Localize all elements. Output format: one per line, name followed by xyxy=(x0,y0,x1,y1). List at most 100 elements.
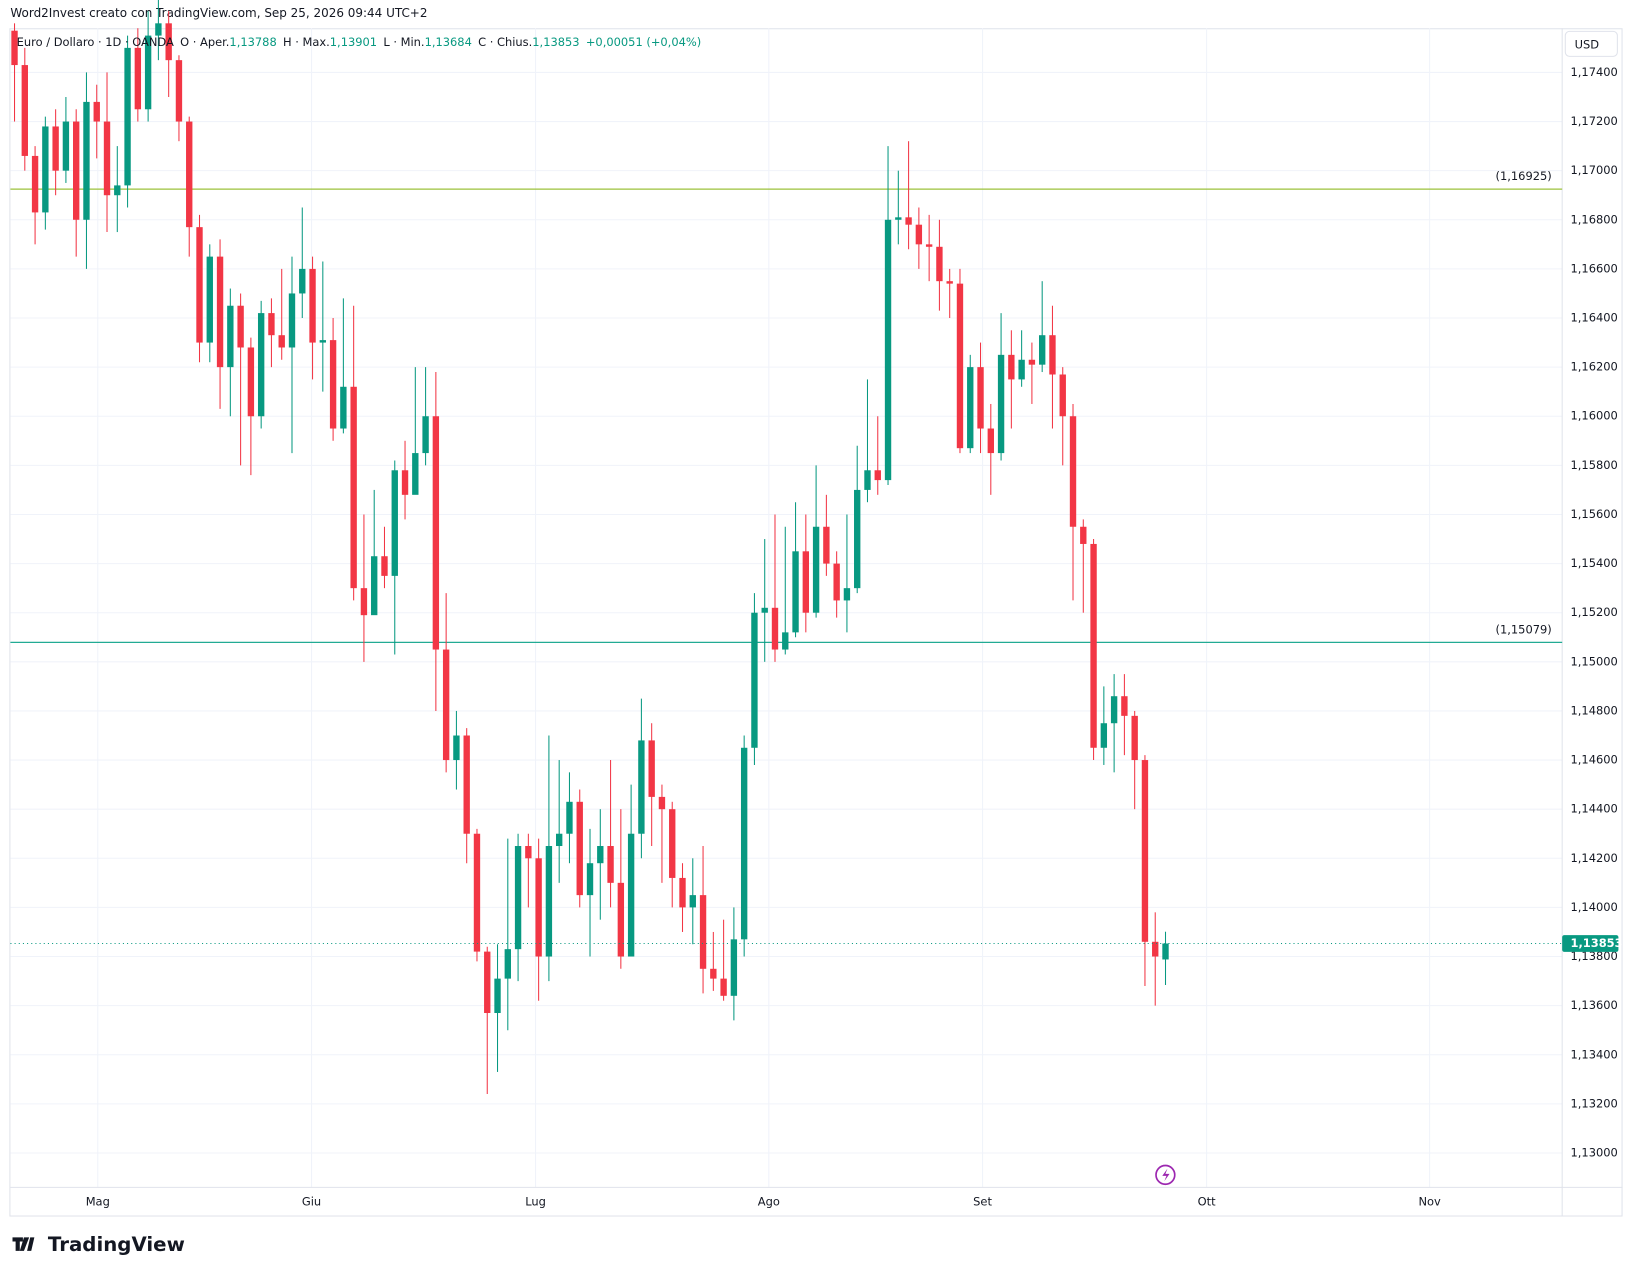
candle-body xyxy=(751,612,758,748)
candle-body xyxy=(21,65,28,156)
candle-body xyxy=(350,386,357,589)
candle-body xyxy=(442,649,450,761)
candle-body xyxy=(309,268,316,343)
legend-value: 1,13788 xyxy=(229,34,276,48)
candle-body xyxy=(669,809,676,878)
y-tick-label: 1,15800 xyxy=(1571,458,1618,472)
candle-body xyxy=(545,846,553,957)
event-icon[interactable] xyxy=(1155,1164,1176,1186)
candle-body xyxy=(319,340,327,343)
x-tick-label: Lug xyxy=(525,1194,546,1208)
y-tick-label: 1,16800 xyxy=(1571,212,1618,226)
candle-body xyxy=(453,735,460,761)
y-tick-label: 1,15600 xyxy=(1571,507,1618,521)
legend-label: L · Min. xyxy=(383,34,424,48)
candle-body xyxy=(504,949,511,979)
y-tick-label: 1,14400 xyxy=(1571,802,1618,816)
candle-body xyxy=(905,217,912,225)
candle-body xyxy=(1121,696,1128,716)
legend-value: 1,13853 xyxy=(532,34,579,48)
x-tick-label: Ago xyxy=(758,1194,780,1208)
legend-label: C · Chius. xyxy=(478,34,532,48)
candle-body xyxy=(648,740,655,797)
y-tick-label: 1,15400 xyxy=(1571,556,1618,570)
candle-body xyxy=(833,563,840,601)
candle-body xyxy=(1141,760,1149,942)
candle-body xyxy=(586,863,594,896)
candle-body xyxy=(227,305,234,368)
x-tick-label: Set xyxy=(973,1194,992,1208)
candle-body xyxy=(268,313,275,336)
x-tick-label: Mag xyxy=(86,1194,110,1208)
candle-body xyxy=(1049,335,1056,375)
candle-body xyxy=(638,740,645,834)
y-tick-label: 1,17000 xyxy=(1571,163,1618,177)
candle-body xyxy=(997,354,1005,454)
x-tick-label: Giu xyxy=(302,1194,321,1208)
y-tick-label: 1,16200 xyxy=(1571,360,1618,374)
candle-body xyxy=(874,470,881,481)
candle-body xyxy=(627,833,635,957)
candle-body xyxy=(1059,374,1066,417)
candle-body xyxy=(576,801,583,896)
candle-body xyxy=(771,607,779,650)
candle-body xyxy=(1100,723,1108,748)
currency-box[interactable] xyxy=(1564,30,1618,57)
candle-body xyxy=(514,846,522,950)
legend-symbol: Euro / Dollaro · 1D · OANDA xyxy=(17,34,174,48)
candle-body xyxy=(679,877,686,908)
candle-body xyxy=(843,588,851,601)
candle-body xyxy=(915,224,923,245)
y-tick-label: 1,13200 xyxy=(1571,1096,1618,1110)
candle-body xyxy=(134,47,142,110)
y-tick-label: 1,14800 xyxy=(1571,703,1618,717)
candle-body xyxy=(432,416,440,650)
candle-body xyxy=(473,833,481,952)
candle-body xyxy=(216,256,224,368)
candle-body xyxy=(1131,715,1138,761)
brand: TradingView xyxy=(48,1233,185,1256)
candle-body xyxy=(83,101,90,220)
candle-body xyxy=(956,283,964,449)
legend: Euro / Dollaro · 1D · OANDA O · Aper.1,13… xyxy=(17,34,702,48)
legend-change: +0,00051 (+0,04%) xyxy=(586,34,701,48)
candle-body xyxy=(257,313,265,417)
candle-body xyxy=(555,833,563,847)
candle-body xyxy=(93,101,100,122)
candle-body xyxy=(31,155,39,213)
candle-body xyxy=(967,367,974,449)
candle-body xyxy=(864,470,871,490)
y-tick-label: 1,16000 xyxy=(1571,409,1618,423)
candle-body xyxy=(617,882,625,957)
y-tick-label: 1,13400 xyxy=(1571,1047,1618,1061)
price-line-label: (1,16925) xyxy=(1496,169,1552,183)
candle-body xyxy=(925,244,933,247)
candle-body xyxy=(206,256,213,343)
candle-body xyxy=(124,47,131,186)
candle-body xyxy=(371,556,378,616)
y-tick-label: 1,17200 xyxy=(1571,114,1618,128)
candle-body xyxy=(854,489,861,589)
y-tick-label: 1,15000 xyxy=(1571,654,1618,668)
brand-logo xyxy=(12,1237,35,1251)
x-tick-label: Ott xyxy=(1198,1194,1216,1208)
candle-body xyxy=(114,185,121,196)
candle-body xyxy=(288,293,296,348)
candle-body xyxy=(792,551,799,633)
candle-body xyxy=(535,858,542,957)
candle-body xyxy=(730,939,738,996)
candle-body xyxy=(1028,359,1036,365)
y-tick-label: 1,13000 xyxy=(1571,1145,1618,1159)
candle-body xyxy=(977,367,984,429)
candle-body xyxy=(381,556,388,576)
candle-body xyxy=(175,60,183,122)
candle-body xyxy=(299,268,306,294)
candle-body xyxy=(11,30,18,66)
candle-body xyxy=(42,126,49,213)
candle-body xyxy=(196,227,203,343)
candle-body xyxy=(597,846,604,864)
last-price-label: 1,13853 xyxy=(1571,936,1623,950)
candle-body xyxy=(566,801,573,834)
candle-body xyxy=(1018,359,1025,380)
plot-area: 1,13000 1,13200 1,13400 1,13600 1,13800 1,140… xyxy=(10,0,1623,1216)
